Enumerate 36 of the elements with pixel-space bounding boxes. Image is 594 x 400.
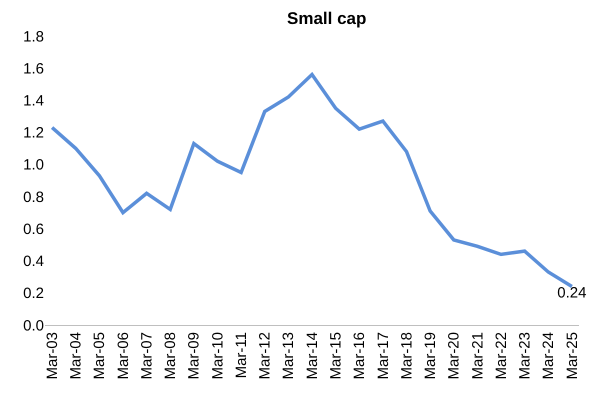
x-tick-label: Mar-20	[446, 332, 463, 380]
y-tick-label: 1.4	[23, 92, 44, 110]
x-tick-label: Mar-13	[280, 332, 298, 380]
x-tick-label: Mar-06	[114, 332, 132, 380]
chart-title: Small cap	[287, 8, 366, 28]
x-tick-label: Mar-16	[351, 332, 368, 380]
x-tick-label: Mar-14	[304, 332, 321, 380]
x-tick-label: Mar-11	[232, 332, 250, 378]
x-tick-label: Mar-08	[162, 332, 180, 380]
x-tick-label: Mar-25	[564, 332, 581, 380]
x-tick-label: Mar-24	[540, 332, 558, 380]
y-tick-label: 1.6	[23, 60, 44, 78]
x-tick-label: Mar-21	[469, 332, 486, 380]
x-tick-label: Mar-09	[186, 332, 203, 380]
y-tick-label: 1.2	[23, 124, 44, 142]
y-tick-label: 0.8	[23, 188, 44, 206]
x-tick-label: Mar-23	[516, 332, 534, 380]
x-tick-label: Mar-12	[256, 332, 274, 380]
y-tick-label: 1.0	[23, 156, 44, 174]
x-tick-label: Mar-19	[422, 332, 440, 380]
x-tick-label: Mar-22	[492, 332, 510, 380]
y-tick-label: 0.0	[23, 317, 44, 334]
y-tick-label: 1.8	[23, 28, 44, 46]
x-tick-label: Mar-18	[398, 332, 416, 380]
y-tick-label: 0.6	[23, 220, 44, 238]
x-tick-label: Mar-04	[68, 332, 85, 380]
x-tick-label: Mar-17	[374, 332, 392, 380]
line-series	[50, 72, 574, 288]
data-label: 0.24	[557, 284, 587, 302]
y-tick-label: 0.4	[23, 253, 44, 270]
x-tick-label: Mar-07	[138, 332, 156, 380]
y-tick-label: 0.2	[23, 285, 44, 302]
x-tick-label: Mar-05	[91, 332, 108, 380]
x-tick-label: Mar-10	[209, 332, 226, 380]
x-tick-label: Mar-03	[44, 332, 61, 380]
x-tick-label: Mar-15	[328, 332, 345, 380]
